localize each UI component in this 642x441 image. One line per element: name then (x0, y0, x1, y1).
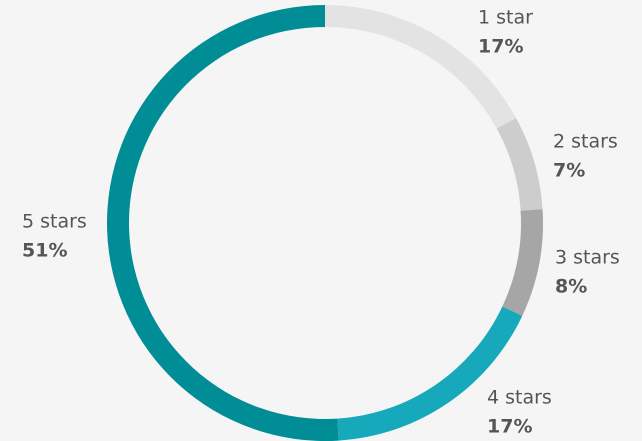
donut-segment (496, 117, 543, 211)
segment-label: 1 star (478, 7, 533, 29)
donut-segment (337, 306, 523, 441)
segment-value: 7% (553, 160, 585, 182)
donut-segment (325, 5, 517, 129)
segment-label: 2 stars (553, 131, 618, 153)
segment-label: 5 stars (22, 211, 87, 233)
segment-label: 4 stars (487, 387, 552, 409)
segment-label: 3 stars (555, 247, 620, 269)
donut-segment (502, 209, 543, 316)
segment-value: 8% (555, 276, 587, 298)
segment-value: 51% (22, 240, 67, 262)
segment-value: 17% (487, 416, 532, 438)
segment-value: 17% (478, 36, 523, 58)
donut-segment (106, 5, 339, 441)
